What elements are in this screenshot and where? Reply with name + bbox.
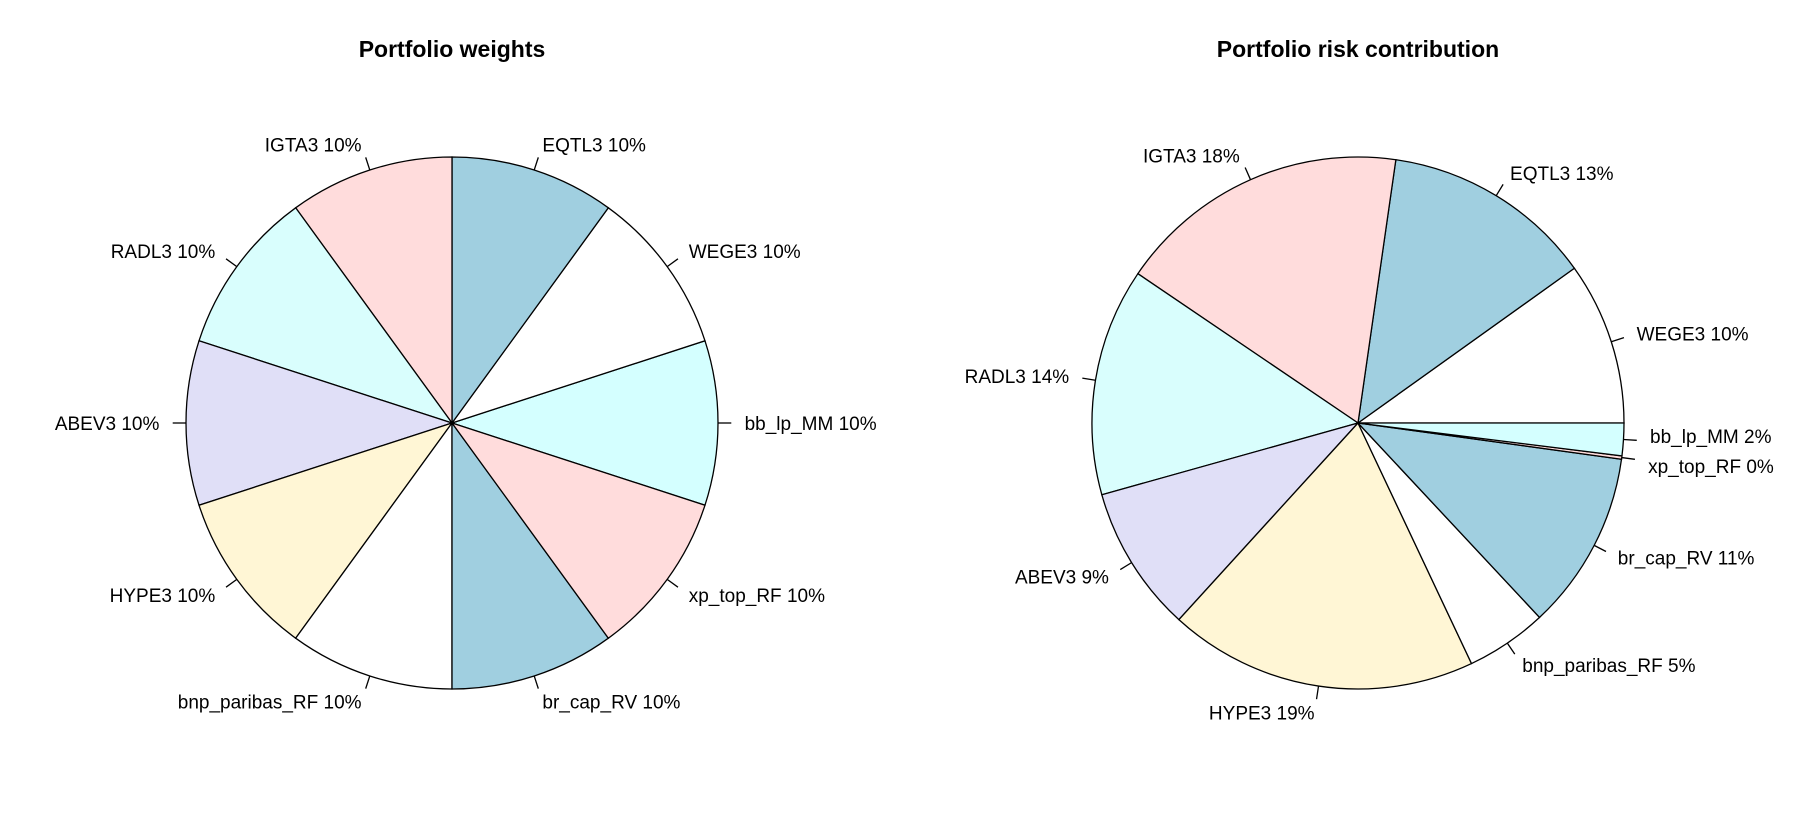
slice-tick-bnp-paribas-rf bbox=[365, 675, 371, 689]
slice-label-bb-lp-mm: bb_lp_MM 10% bbox=[745, 414, 877, 435]
slice-label-abev3: ABEV3 9% bbox=[1015, 568, 1109, 589]
pie-slice-igta3 bbox=[294, 156, 453, 426]
pie-slice-br-cap-rv bbox=[451, 420, 610, 690]
pie-slice-radl3 bbox=[198, 206, 454, 425]
slice-label-bnp-paribas-rf: bnp_paribas_RF 5% bbox=[1522, 656, 1695, 677]
slice-tick-br-cap-rv bbox=[1593, 544, 1607, 553]
slice-label-bb-lp-mm: bb_lp_MM 2% bbox=[1650, 427, 1772, 448]
slice-label-radl3: RADL3 14% bbox=[965, 367, 1070, 388]
pie-chart-risk: Portfolio risk contribution WEGE3 10% EQT… bbox=[965, 36, 1774, 724]
slice-label-hype3: HYPE3 10% bbox=[110, 586, 216, 607]
slice-tick-br-cap-rv bbox=[533, 675, 539, 689]
slice-tick-hype3 bbox=[1315, 685, 1320, 700]
pie-slice-eqtl3 bbox=[451, 156, 610, 426]
pie-slice-abev3 bbox=[185, 339, 455, 507]
pie-weights-slices: bb_lp_MM 10% WEGE3 10% EQTL3 10% IGTA3 10% R… bbox=[55, 136, 877, 714]
slice-label-bnp-paribas-rf: bnp_paribas_RF 10% bbox=[178, 692, 362, 713]
slice-label-abev3: ABEV3 10% bbox=[55, 414, 160, 435]
slice-label-eqtl3: EQTL3 13% bbox=[1510, 164, 1614, 185]
slice-tick-xp-top-rf bbox=[1621, 456, 1636, 460]
slice-tick-radl3 bbox=[1082, 377, 1096, 381]
slice-tick-xp-top-rf bbox=[666, 578, 679, 588]
slice-label-igta3: IGTA3 10% bbox=[265, 136, 362, 157]
pie-slice-xp-top-rf bbox=[450, 421, 706, 640]
slice-tick-wege3 bbox=[666, 258, 679, 268]
pie-slice-br-cap-rv bbox=[1356, 422, 1623, 619]
pie-slice-eqtl3 bbox=[1357, 158, 1576, 425]
pie-slice-hype3 bbox=[198, 421, 454, 640]
slice-tick-bb-lp-mm bbox=[1623, 438, 1637, 441]
chart-title-weights: Portfolio weights bbox=[359, 36, 546, 62]
pie-slice-wege3 bbox=[450, 206, 706, 425]
slice-tick-igta3 bbox=[1244, 167, 1252, 180]
slice-label-br-cap-rv: br_cap_RV 10% bbox=[542, 692, 680, 713]
slice-tick-hype3 bbox=[225, 578, 238, 588]
slice-tick-abev3 bbox=[1119, 562, 1132, 571]
pie-slice-bnp-paribas-rf bbox=[294, 420, 453, 690]
slice-tick-igta3 bbox=[365, 157, 371, 171]
slice-label-radl3: RADL3 10% bbox=[111, 242, 216, 263]
slice-tick-eqtl3 bbox=[533, 157, 539, 171]
chart-title-risk: Portfolio risk contribution bbox=[1217, 36, 1499, 62]
slice-tick-eqtl3 bbox=[1495, 184, 1504, 197]
slice-label-hype3: HYPE3 19% bbox=[1209, 703, 1315, 724]
pie-slice-bb-lp-mm bbox=[449, 339, 719, 507]
slice-label-xp-top-rf: xp_top_RF 10% bbox=[689, 586, 825, 607]
pie-slice-abev3 bbox=[1101, 421, 1361, 621]
slice-tick-wege3 bbox=[1611, 337, 1625, 343]
slice-label-igta3: IGTA3 18% bbox=[1143, 146, 1240, 167]
slice-tick-radl3 bbox=[225, 258, 238, 268]
slice-tick-bnp-paribas-rf bbox=[1506, 642, 1516, 655]
pie-chart-weights: Portfolio weights bb_lp_MM 10% WEGE3 10% E… bbox=[55, 36, 877, 713]
pie-slice-wege3 bbox=[1355, 267, 1625, 424]
pie-slice-bb-lp-mm bbox=[1357, 422, 1625, 457]
slice-label-br-cap-rv: br_cap_RV 11% bbox=[1618, 549, 1755, 570]
slice-label-xp-top-rf: xp_top_RF 0% bbox=[1648, 457, 1774, 478]
pie-risk-slices: WEGE3 10% EQTL3 13% IGTA3 18% RADL3 14% ABEV… bbox=[965, 146, 1774, 724]
slice-label-wege3: WEGE3 10% bbox=[689, 242, 801, 263]
slice-label-eqtl3: EQTL3 10% bbox=[542, 136, 646, 157]
pie-slice-igta3 bbox=[1136, 156, 1397, 425]
slice-label-wege3: WEGE3 10% bbox=[1637, 325, 1749, 346]
